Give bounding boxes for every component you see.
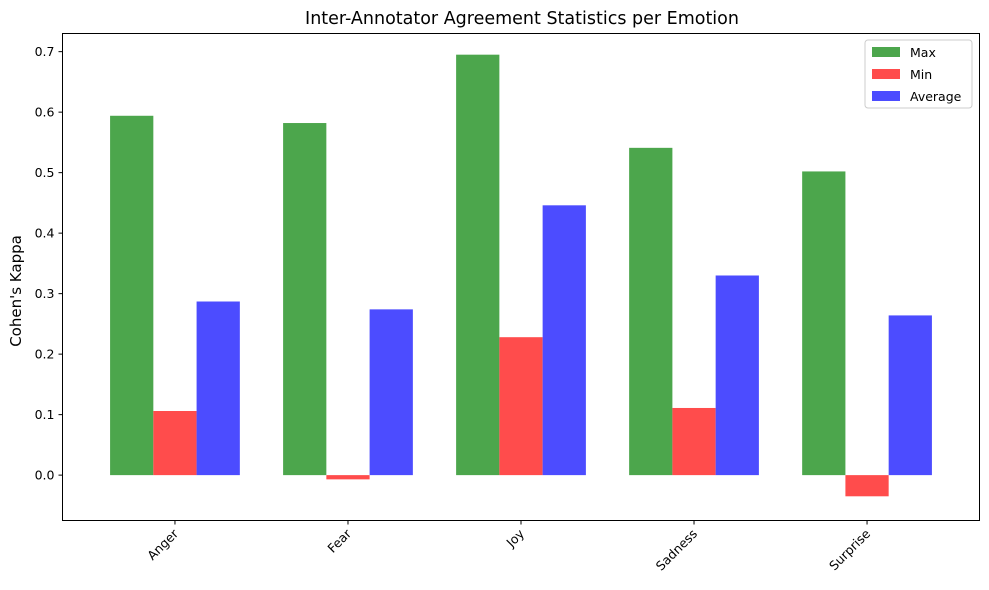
bar-max-surprise — [802, 171, 846, 476]
y-tick-label: 0.5 — [35, 165, 55, 180]
y-tick-label: 0.2 — [35, 347, 55, 362]
bars-layer — [110, 54, 932, 497]
bar-min-joy — [499, 337, 543, 476]
bar-average-sadness — [715, 275, 759, 476]
x-tick-label-sadness: Sadness — [653, 526, 700, 573]
legend-label-min: Min — [910, 67, 932, 82]
x-axis: Anger Fear Joy Sadness Surprise — [144, 520, 873, 574]
bar-average-anger — [196, 301, 240, 476]
bar-min-sadness — [672, 407, 716, 476]
bar-max-anger — [110, 115, 154, 476]
bar-min-surprise — [845, 475, 889, 497]
y-tick-label: 0.6 — [35, 105, 55, 120]
y-tick-label: 0.7 — [35, 44, 55, 59]
legend-swatch-average — [872, 91, 900, 101]
y-tick-label: 0.0 — [35, 468, 55, 483]
legend-label-max: Max — [910, 45, 936, 60]
bar-average-fear — [369, 309, 413, 476]
y-tick-label: 0.4 — [35, 226, 55, 241]
bar-max-fear — [283, 123, 327, 476]
y-tick-label: 0.3 — [35, 286, 55, 301]
bar-max-sadness — [629, 147, 673, 476]
legend-label-average: Average — [910, 89, 962, 104]
bar-average-joy — [542, 205, 586, 476]
chart-title: Inter-Annotator Agreement Statistics per… — [305, 9, 739, 29]
legend: Max Min Average — [864, 39, 973, 109]
legend-swatch-max — [872, 47, 900, 57]
bar-min-fear — [326, 475, 370, 480]
legend-swatch-min — [872, 69, 900, 79]
bar-min-anger — [153, 411, 197, 476]
bar-max-joy — [456, 54, 500, 476]
y-axis-label: Cohen's Kappa — [7, 235, 25, 347]
x-tick-label-joy: Joy — [503, 526, 528, 551]
x-tick-label-fear: Fear — [324, 525, 354, 555]
bar-average-surprise — [888, 315, 932, 476]
x-tick-label-surprise: Surprise — [826, 526, 873, 573]
y-tick-label: 0.1 — [35, 407, 55, 422]
y-axis: 0.0 0.1 0.2 0.3 0.4 0.5 0.6 0.7 — [35, 44, 63, 483]
x-tick-label-anger: Anger — [144, 525, 182, 563]
